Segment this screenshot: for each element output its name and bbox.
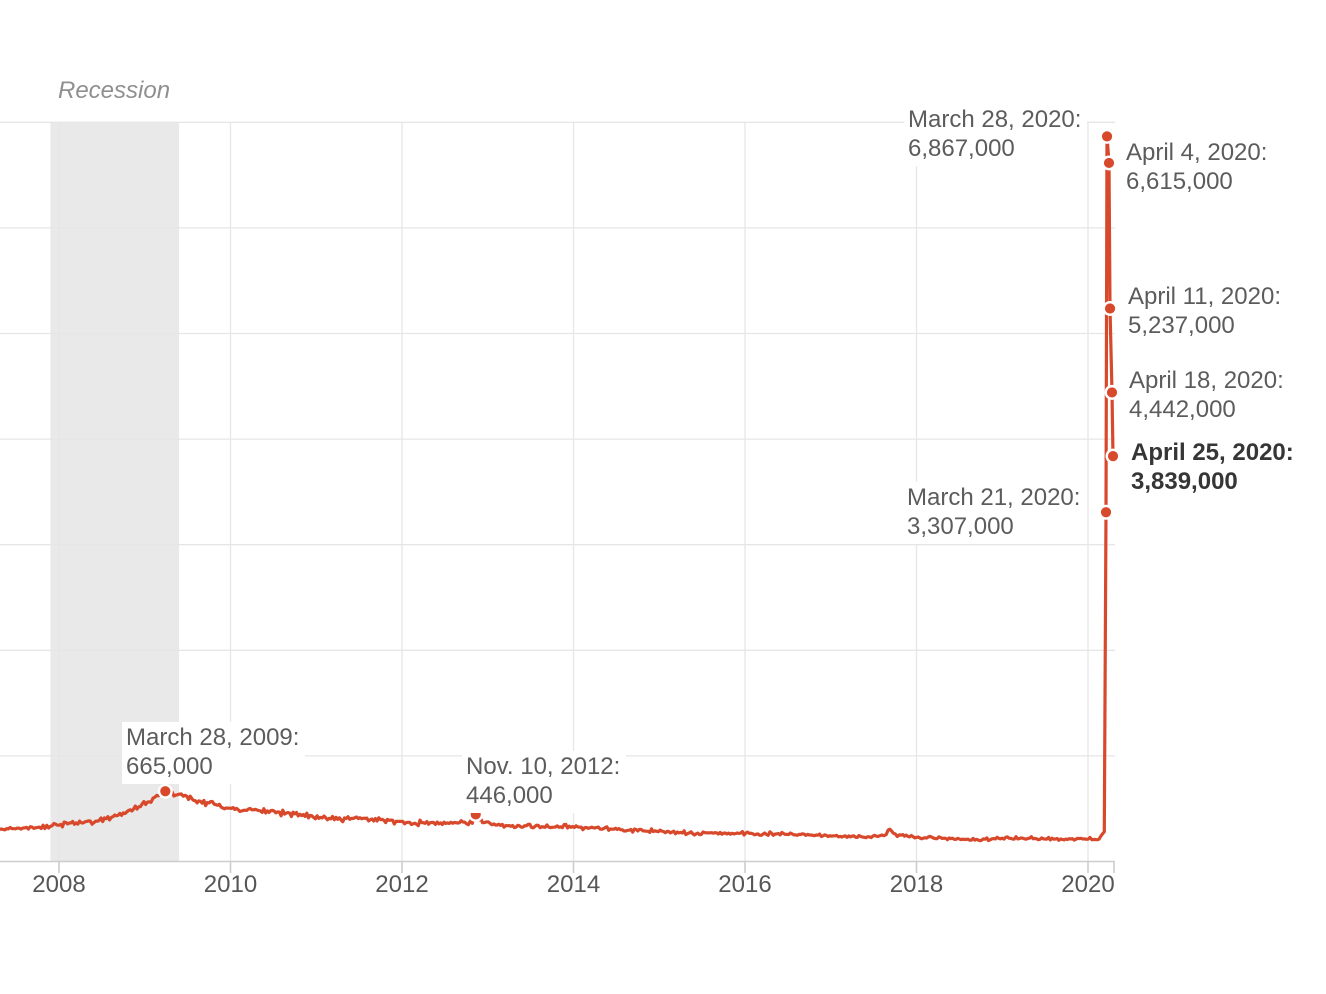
annotation-date: Nov. 10, 2012: <box>466 753 621 780</box>
claims-line <box>0 134 1115 843</box>
annotation-date: March 28, 2009: <box>126 724 300 751</box>
annotation-date: April 25, 2020: <box>1131 439 1294 466</box>
data-point-marker <box>157 783 173 799</box>
data-point-marker <box>1102 300 1118 316</box>
annotation-value: 446,000 <box>466 782 553 809</box>
recession-band-label: Recession <box>58 77 171 104</box>
x-tick-label: 2008 <box>32 871 85 898</box>
annotation-date: March 28, 2020: <box>908 106 1082 133</box>
annotation-date: April 4, 2020: <box>1126 139 1268 166</box>
data-point-marker <box>1101 155 1117 171</box>
annotation-april-25-2020: April 25, 2020: 3,839,000 <box>1127 437 1300 499</box>
annotation-value: 5,237,000 <box>1128 312 1235 339</box>
annotation-april-11-2020: April 11, 2020: 5,237,000 <box>1124 281 1287 343</box>
annotation-april-4-2020: April 4, 2020: 6,615,000 <box>1122 137 1274 199</box>
annotation-value: 4,442,000 <box>1129 396 1236 423</box>
data-point-marker <box>1099 128 1115 144</box>
x-tick-label: 2018 <box>890 871 943 898</box>
x-tick-label: 2020 <box>1061 871 1114 898</box>
annotation-value: 6,867,000 <box>908 135 1015 162</box>
annotation-march-28-2020: March 28, 2020: 6,867,000 <box>904 104 1088 166</box>
x-tick-label: 2012 <box>375 871 428 898</box>
annotation-march-21-2020: March 21, 2020: 3,307,000 <box>903 482 1087 544</box>
annotation-april-18-2020: April 18, 2020: 4,442,000 <box>1125 365 1290 427</box>
annotation-date: April 18, 2020: <box>1129 367 1284 394</box>
data-point-marker <box>1105 448 1121 464</box>
annotation-march-28-2009: March 28, 2009: 665,000 <box>122 722 306 784</box>
annotation-date: March 21, 2020: <box>907 484 1081 511</box>
annotation-date: April 11, 2020: <box>1128 283 1281 310</box>
annotation-value: 3,839,000 <box>1131 468 1238 495</box>
data-point-marker <box>1098 504 1114 520</box>
data-point-marker <box>1104 384 1120 400</box>
x-tick-label: 2010 <box>204 871 257 898</box>
x-tick-label: 2016 <box>718 871 771 898</box>
annotation-value: 6,615,000 <box>1126 168 1233 195</box>
annotation-value: 3,307,000 <box>907 513 1014 540</box>
x-tick-label: 2014 <box>547 871 600 898</box>
annotation-nov-10-2012: Nov. 10, 2012: 446,000 <box>462 751 627 813</box>
annotation-value: 665,000 <box>126 753 213 780</box>
